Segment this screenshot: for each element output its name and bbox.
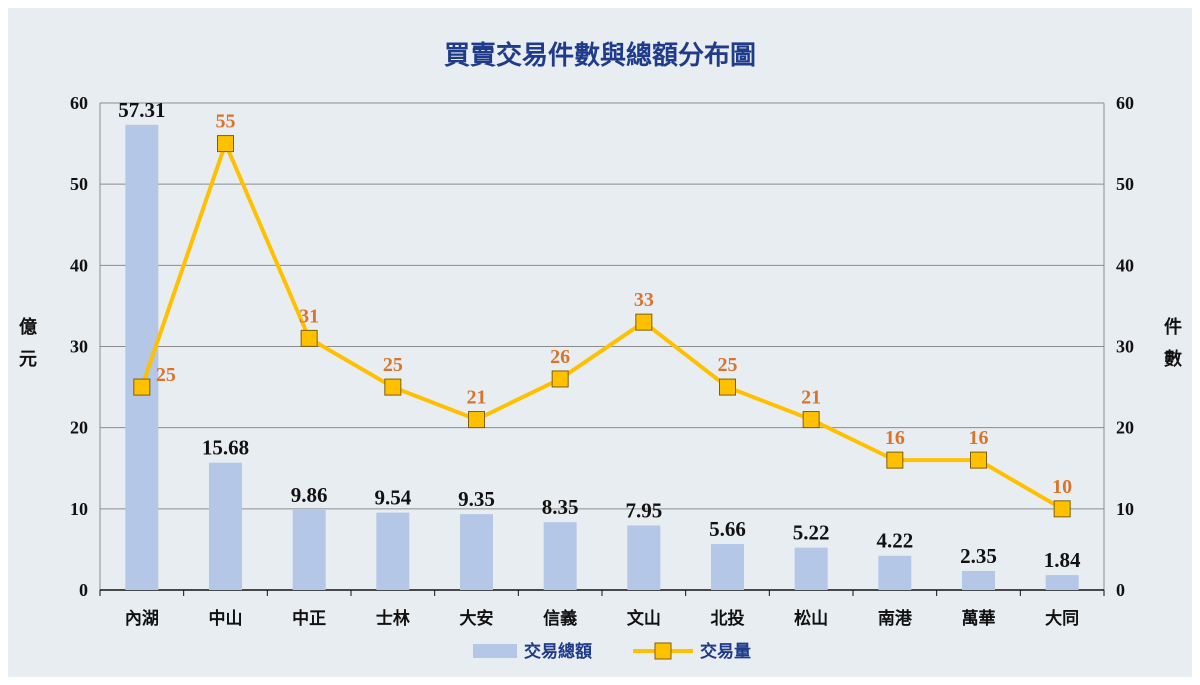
bar-data-label: 4.22 bbox=[876, 529, 913, 553]
category-label: 大同 bbox=[1045, 608, 1079, 629]
line-marker bbox=[468, 411, 485, 429]
bar-data-label: 7.95 bbox=[625, 498, 662, 522]
bar bbox=[878, 555, 912, 590]
bar-data-label: 9.54 bbox=[374, 486, 411, 510]
line-data-label: 25 bbox=[383, 354, 403, 376]
bar-data-label: 15.68 bbox=[202, 436, 249, 460]
line-series bbox=[133, 135, 1071, 518]
line-data-label: 55 bbox=[216, 111, 236, 133]
bar bbox=[794, 547, 828, 590]
line-data-label: 21 bbox=[801, 387, 821, 409]
category-label: 萬華 bbox=[962, 608, 996, 629]
bar-data-label: 8.35 bbox=[542, 495, 579, 519]
line-data-label: 33 bbox=[634, 289, 654, 311]
y-left-axis-title: 億元 bbox=[19, 316, 37, 370]
y-right-tick-label: 30 bbox=[1116, 337, 1134, 357]
category-label: 文山 bbox=[627, 608, 661, 629]
line-data-label: 25 bbox=[718, 354, 738, 376]
legend-label-line: 交易量 bbox=[700, 641, 751, 662]
bar bbox=[1045, 575, 1079, 590]
bar bbox=[209, 462, 242, 590]
bar bbox=[460, 514, 493, 590]
legend-label-bar: 交易總額 bbox=[524, 641, 592, 662]
line-marker bbox=[719, 378, 736, 396]
line-data-label: 26 bbox=[550, 346, 570, 368]
y-right-tick-label: 10 bbox=[1116, 499, 1134, 519]
axes: 0 10 20 30 40 50 60 0 10 20 30 40 50 60 內湖 中山 中正 士林 大安 信義 文山… bbox=[19, 93, 1182, 629]
legend: 交易總額 交易量 bbox=[473, 641, 751, 662]
y-right-axis-title: 件數 bbox=[1164, 316, 1182, 370]
category-label: 南港 bbox=[878, 608, 913, 629]
bar-data-label: 9.35 bbox=[458, 487, 495, 511]
category-label: 中山 bbox=[209, 608, 243, 629]
line-marker bbox=[300, 329, 318, 347]
bar bbox=[292, 509, 326, 590]
line-marker bbox=[635, 313, 653, 331]
bar-series bbox=[125, 124, 1079, 590]
y-right-tick-label: 40 bbox=[1116, 255, 1134, 275]
category-label: 中正 bbox=[292, 608, 326, 629]
line-marker bbox=[1053, 500, 1071, 518]
bar-data-label: 5.66 bbox=[709, 517, 746, 541]
y-left-tick-label: 50 bbox=[70, 174, 88, 194]
bar bbox=[962, 570, 995, 590]
data-labels: 57.31 15.68 9.86 9.54 9.35 8.35 7.95 5.66 5.22 4.… bbox=[118, 98, 1081, 572]
bar-data-label: 57.31 bbox=[118, 98, 165, 122]
y-left-tick-label: 10 bbox=[70, 499, 88, 519]
y-right-tick-label: 0 bbox=[1116, 580, 1125, 600]
line-marker bbox=[551, 370, 569, 388]
bar-data-label: 1.84 bbox=[1044, 548, 1081, 572]
bar bbox=[711, 544, 744, 590]
line-marker bbox=[217, 135, 234, 153]
y-left-tick-label: 20 bbox=[70, 418, 88, 438]
chart-title: 買賣交易件數與總額分布圖 bbox=[444, 40, 756, 71]
bar-data-label: 2.35 bbox=[960, 544, 997, 568]
bar bbox=[543, 522, 577, 590]
y-left-tick-label: 40 bbox=[70, 255, 88, 275]
category-label: 松山 bbox=[794, 608, 828, 629]
line-data-label: 10 bbox=[1052, 476, 1072, 498]
legend-swatch-bar bbox=[473, 644, 517, 658]
category-label: 北投 bbox=[711, 608, 745, 629]
line-series-path bbox=[139, 141, 1064, 511]
combo-chart: 買賣交易件數與總額分布圖 0 10 20 30 40 50 60 0 10 20 30 40 50 60 內… bbox=[19, 40, 1182, 662]
bar-data-label: 5.22 bbox=[793, 521, 830, 545]
category-label: 信義 bbox=[543, 608, 577, 629]
chart-frame: 買賣交易件數與總額分布圖 0 10 20 30 40 50 60 0 10 20 30 40 50 60 內… bbox=[8, 8, 1192, 677]
y-left-tick-label: 0 bbox=[79, 580, 88, 600]
category-label: 大安 bbox=[460, 608, 494, 629]
line-data-label: 21 bbox=[467, 387, 487, 409]
line-data-label: 25 bbox=[156, 364, 176, 386]
bar bbox=[627, 525, 661, 590]
y-right-tick-label: 60 bbox=[1116, 93, 1134, 113]
y-left-tick-label: 60 bbox=[70, 93, 88, 113]
category-label: 內湖 bbox=[125, 609, 159, 629]
gridlines bbox=[100, 102, 1104, 510]
line-marker bbox=[970, 451, 987, 469]
y-right-tick-label: 50 bbox=[1116, 174, 1134, 194]
legend-swatch-marker bbox=[654, 642, 672, 660]
line-marker bbox=[133, 378, 151, 396]
line-data-label: 16 bbox=[885, 427, 905, 449]
y-left-tick-label: 30 bbox=[70, 337, 88, 357]
line-marker bbox=[886, 451, 904, 469]
line-marker bbox=[384, 378, 402, 396]
line-marker bbox=[802, 411, 820, 429]
y-right-tick-label: 20 bbox=[1116, 418, 1134, 438]
bar-data-label: 9.86 bbox=[291, 483, 328, 507]
line-data-label: 16 bbox=[969, 427, 989, 449]
line-data-label: 31 bbox=[299, 305, 319, 327]
bar bbox=[376, 512, 410, 590]
category-label: 士林 bbox=[376, 608, 410, 629]
